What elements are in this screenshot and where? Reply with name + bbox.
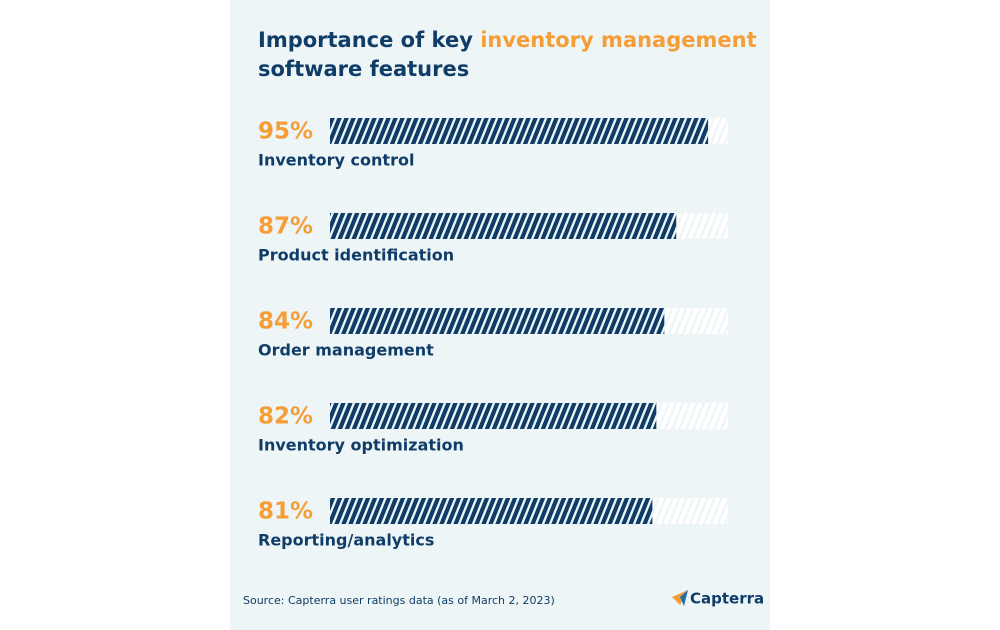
title-text: Importance of key [258, 28, 473, 52]
source: Source: Capterra user ratings data (as o… [243, 594, 555, 607]
category-label: Order management [258, 341, 434, 360]
logo-icon [680, 590, 688, 606]
value-label: 81% [258, 499, 313, 525]
category-label: Inventory optimization [258, 436, 464, 455]
value-label: 82% [258, 404, 313, 430]
title-highlight: inventory management [480, 28, 757, 52]
category-label: Reporting/analytics [258, 531, 434, 550]
chart-title: Importance of key inventory management so… [258, 26, 758, 84]
bar [330, 308, 665, 334]
title-text: software features [258, 57, 470, 81]
bar [330, 213, 677, 239]
bar [330, 118, 709, 144]
value-label: 84% [258, 309, 313, 335]
category-label: Product identification [258, 246, 454, 265]
bar [330, 498, 653, 524]
category-label: Inventory control [258, 151, 414, 170]
brand: Capterra [690, 590, 764, 608]
value-label: 87% [258, 214, 313, 240]
value-label: 95% [258, 119, 313, 145]
bar [330, 403, 657, 429]
